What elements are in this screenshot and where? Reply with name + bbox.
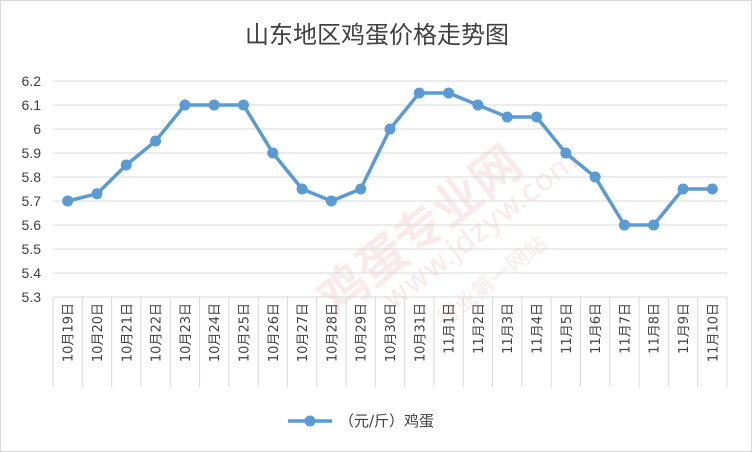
data-point xyxy=(62,195,74,207)
x-category-label: 11月6日 xyxy=(589,303,604,354)
x-category-label: 11月5日 xyxy=(560,303,575,354)
data-point xyxy=(531,111,543,123)
data-point xyxy=(384,123,396,135)
data-point xyxy=(472,99,484,111)
data-point xyxy=(237,99,249,111)
data-point xyxy=(413,87,425,99)
series-egg-price xyxy=(62,87,718,231)
x-category-label: 10月29日 xyxy=(355,303,370,362)
x-category-label: 10月25日 xyxy=(237,303,252,362)
data-point xyxy=(618,219,630,231)
x-category-label: 10月19日 xyxy=(62,303,77,362)
x-category-label: 10月30日 xyxy=(384,303,399,362)
x-axis: 10月19日 10月20日 10月21日 10月22日 10月23日 10月24日 10月2… xyxy=(52,297,728,387)
data-point xyxy=(706,183,718,195)
data-point xyxy=(355,183,367,195)
y-tick-label: 5.4 xyxy=(22,265,42,281)
data-point xyxy=(267,147,279,159)
x-category-label: 11月7日 xyxy=(618,303,633,354)
data-point xyxy=(501,111,513,123)
x-category-label: 11月1日 xyxy=(443,303,458,354)
y-tick-label: 5.3 xyxy=(22,289,42,305)
data-point xyxy=(443,87,455,99)
x-category-label: 10月21日 xyxy=(120,303,135,362)
data-point xyxy=(648,219,660,231)
y-tick-label: 5.8 xyxy=(22,169,42,185)
data-point xyxy=(150,135,162,147)
y-tick-label: 6 xyxy=(33,121,41,137)
series-line xyxy=(65,91,715,227)
x-category-label: 10月20日 xyxy=(91,303,106,362)
x-category-label: 11月4日 xyxy=(531,303,546,354)
x-category-label: 11月8日 xyxy=(648,303,663,354)
x-category-label: 11月10日 xyxy=(706,303,721,362)
data-point xyxy=(589,171,601,183)
data-point xyxy=(296,183,308,195)
data-point xyxy=(91,188,103,200)
legend-label: （元/斤）鸡蛋 xyxy=(339,412,434,430)
watermark: 鸡蛋专业网 www.jdzyw.com 行业第一网站 xyxy=(308,135,584,332)
legend-marker xyxy=(304,415,316,427)
x-category-label: 11月9日 xyxy=(677,303,692,354)
legend: （元/斤）鸡蛋 xyxy=(288,412,434,430)
data-point xyxy=(120,159,132,171)
data-point xyxy=(560,147,572,159)
data-point xyxy=(677,183,689,195)
x-category-label: 11月3日 xyxy=(501,303,516,354)
data-point xyxy=(325,195,337,207)
y-tick-label: 6.2 xyxy=(22,73,42,89)
y-tick-label: 5.6 xyxy=(22,217,42,233)
x-category-label: 10月26日 xyxy=(267,303,282,362)
x-category-label: 10月23日 xyxy=(179,303,194,362)
y-tick-label: 5.9 xyxy=(22,145,42,161)
x-category-label: 11月2日 xyxy=(472,303,487,354)
x-category-label: 10月31日 xyxy=(413,303,428,362)
data-point xyxy=(179,99,191,111)
x-category-label: 10月24日 xyxy=(208,303,223,362)
y-tick-label: 6.1 xyxy=(22,97,42,113)
data-point xyxy=(208,99,220,111)
y-axis-ticks: 5.3 5.4 5.5 5.6 5.7 5.8 5.9 6 6.1 6.2 xyxy=(22,73,42,305)
y-tick-label: 5.5 xyxy=(22,241,42,257)
y-tick-label: 5.7 xyxy=(22,193,42,209)
x-category-label: 10月28日 xyxy=(325,303,340,362)
x-category-label: 10月27日 xyxy=(296,303,311,362)
x-category-label: 10月22日 xyxy=(150,303,165,362)
chart-title: 山东地区鸡蛋价格走势图 xyxy=(245,21,509,49)
